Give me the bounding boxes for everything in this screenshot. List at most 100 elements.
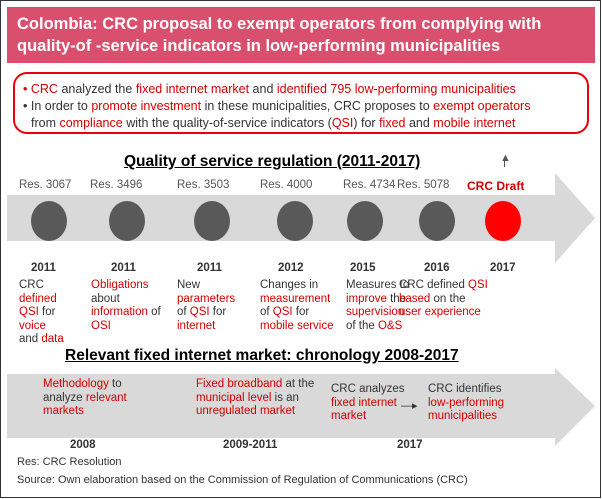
text-run: of xyxy=(147,306,161,318)
market-box-1-text: Methodology to analyze relevant markets xyxy=(43,378,127,417)
text-run: Fixed broadband xyxy=(196,378,283,390)
header-title-line2: quality-of -service indicators in low-pe… xyxy=(17,37,501,55)
text-run: New xyxy=(177,279,201,291)
text-run: Methodology xyxy=(43,378,109,390)
timeline-dot xyxy=(347,201,383,241)
market-timeline-arrow xyxy=(7,368,595,446)
text-run: CRC analyzes xyxy=(331,383,405,395)
text-run: municipal level xyxy=(196,391,272,404)
timeline-description: CRC defined QSI based on the user experien… xyxy=(399,279,488,320)
text-run: analyze xyxy=(43,391,86,404)
text-run: based xyxy=(399,292,431,305)
text-run: municipalities xyxy=(428,410,498,422)
text-run: fixed internet xyxy=(331,396,397,409)
text-run: QSI xyxy=(19,306,39,318)
up-arrow-stem xyxy=(504,161,505,167)
timeline-year: 2011 xyxy=(111,262,136,274)
text-run: CRC xyxy=(19,279,44,291)
market-year-2017: 2017 xyxy=(397,439,423,451)
market-box-methodology: Methodology to analyze relevant markets xyxy=(43,378,127,419)
text-run: relevant xyxy=(85,391,127,404)
text-run: CRC identifies xyxy=(428,383,502,395)
text-run: parameters xyxy=(177,292,236,305)
timeline-year: 2012 xyxy=(278,262,304,274)
text-run: Measures to xyxy=(346,279,410,291)
text-run: data xyxy=(41,333,64,345)
text-run: the xyxy=(386,292,407,305)
resolution-label: Res. 3496 xyxy=(90,179,143,191)
text-run: of xyxy=(260,306,273,318)
text-run: mobile service xyxy=(260,319,334,332)
timeline-year: 2011 xyxy=(197,262,222,274)
text-run: supervision xyxy=(346,306,405,318)
market-box-crc-analyzes: CRC analyzes fixed internet market xyxy=(331,383,405,424)
market-box-4-text: CRC identifies low-performing municipaliti… xyxy=(428,383,504,422)
up-arrow-icon: ▲ xyxy=(500,152,511,164)
resolution-label: Res. 4734 xyxy=(343,179,396,191)
text-run: for xyxy=(38,306,56,318)
text-run: of the xyxy=(346,319,378,332)
timeline-description: Changes in measurement of QSI for mobile se… xyxy=(260,279,334,333)
text-run: CRC defined xyxy=(399,279,469,291)
summary-bullet-2-cont: from compliance with the quality-of-serv… xyxy=(31,116,516,130)
text-run: for xyxy=(209,306,227,318)
timeline-year: 2017 xyxy=(490,262,516,274)
text-run: improve xyxy=(346,292,387,305)
text-run: O&S xyxy=(377,319,403,332)
text-run: markets xyxy=(43,405,84,417)
summary-box: • CRC analyzed the fixed internet market… xyxy=(13,72,589,134)
text-run: OSI xyxy=(91,319,111,332)
summary-bullet-2: • In order to promote investment in thes… xyxy=(23,99,531,113)
timeline-description: Measures to improve the supervision of the … xyxy=(346,279,409,333)
text-run: at the xyxy=(282,378,315,390)
text-run: information xyxy=(91,306,148,318)
timeline-year: 2015 xyxy=(350,262,376,274)
text-run: voice xyxy=(19,319,46,332)
right-arrow-icon: —▸ xyxy=(401,400,418,412)
text-run: for xyxy=(292,306,310,318)
market-box-crc-identifies: CRC identifies low-performing municipaliti… xyxy=(428,383,504,424)
text-run: defined xyxy=(19,292,57,305)
timeline-year: 2016 xyxy=(424,262,450,274)
timeline-description: CRC defined QSI for voice and data xyxy=(19,279,64,347)
market-year-2009-2011: 2009-2011 xyxy=(223,439,278,451)
resolution-label: Res. 4000 xyxy=(260,179,313,191)
text-run: to xyxy=(108,378,122,390)
resolution-label: Res. 3503 xyxy=(177,179,230,191)
text-run: on the xyxy=(430,292,466,305)
text-run: unregulated market xyxy=(196,405,296,417)
text-run: QSI xyxy=(272,306,293,318)
text-run: low-performing xyxy=(428,396,505,409)
timeline-dot xyxy=(109,201,145,241)
text-run: user experience xyxy=(399,306,481,318)
footnote-res: Res: CRC Resolution xyxy=(17,456,122,468)
resolution-label: Res. 3067 xyxy=(19,179,72,191)
text-run: QSI xyxy=(468,279,488,291)
text-run: of xyxy=(177,306,190,318)
market-section-title: Relevant fixed internet market: chronolo… xyxy=(65,347,459,364)
market-box-fixed-broadband: Fixed broadband at the municipal level is… xyxy=(196,378,314,419)
header-title-line1: Colombia: CRC proposal to exempt operato… xyxy=(17,15,542,33)
timeline-description: New parameters of QSI for internet xyxy=(177,279,235,333)
market-box-2-text: Fixed broadband at the municipal level is… xyxy=(196,378,314,417)
header-banner: Colombia: CRC proposal to exempt operato… xyxy=(7,7,595,63)
text-run: internet xyxy=(177,319,216,332)
market-box-3-text: CRC analyzes fixed internet market xyxy=(331,383,405,422)
crc-draft-label: CRC Draft xyxy=(467,179,525,193)
resolution-label: Res. 5078 xyxy=(397,179,450,191)
text-run: about xyxy=(91,292,120,305)
timeline-dot xyxy=(277,201,313,241)
timeline-dot-draft xyxy=(485,201,521,241)
market-year-2008: 2008 xyxy=(70,439,96,451)
text-run: Changes in xyxy=(260,279,319,291)
timeline-dot xyxy=(419,201,455,241)
text-run: and xyxy=(19,333,42,345)
timeline-dot xyxy=(194,201,230,241)
timeline-description: Obligations about information of OSI xyxy=(91,279,161,333)
text-run: Obligations xyxy=(91,279,149,291)
text-run: measurement xyxy=(260,292,331,305)
timeline-year: 2011 xyxy=(31,262,56,274)
text-run: is an xyxy=(271,391,299,404)
footnote-source: Source: Own elaboration based on the Com… xyxy=(17,474,468,486)
